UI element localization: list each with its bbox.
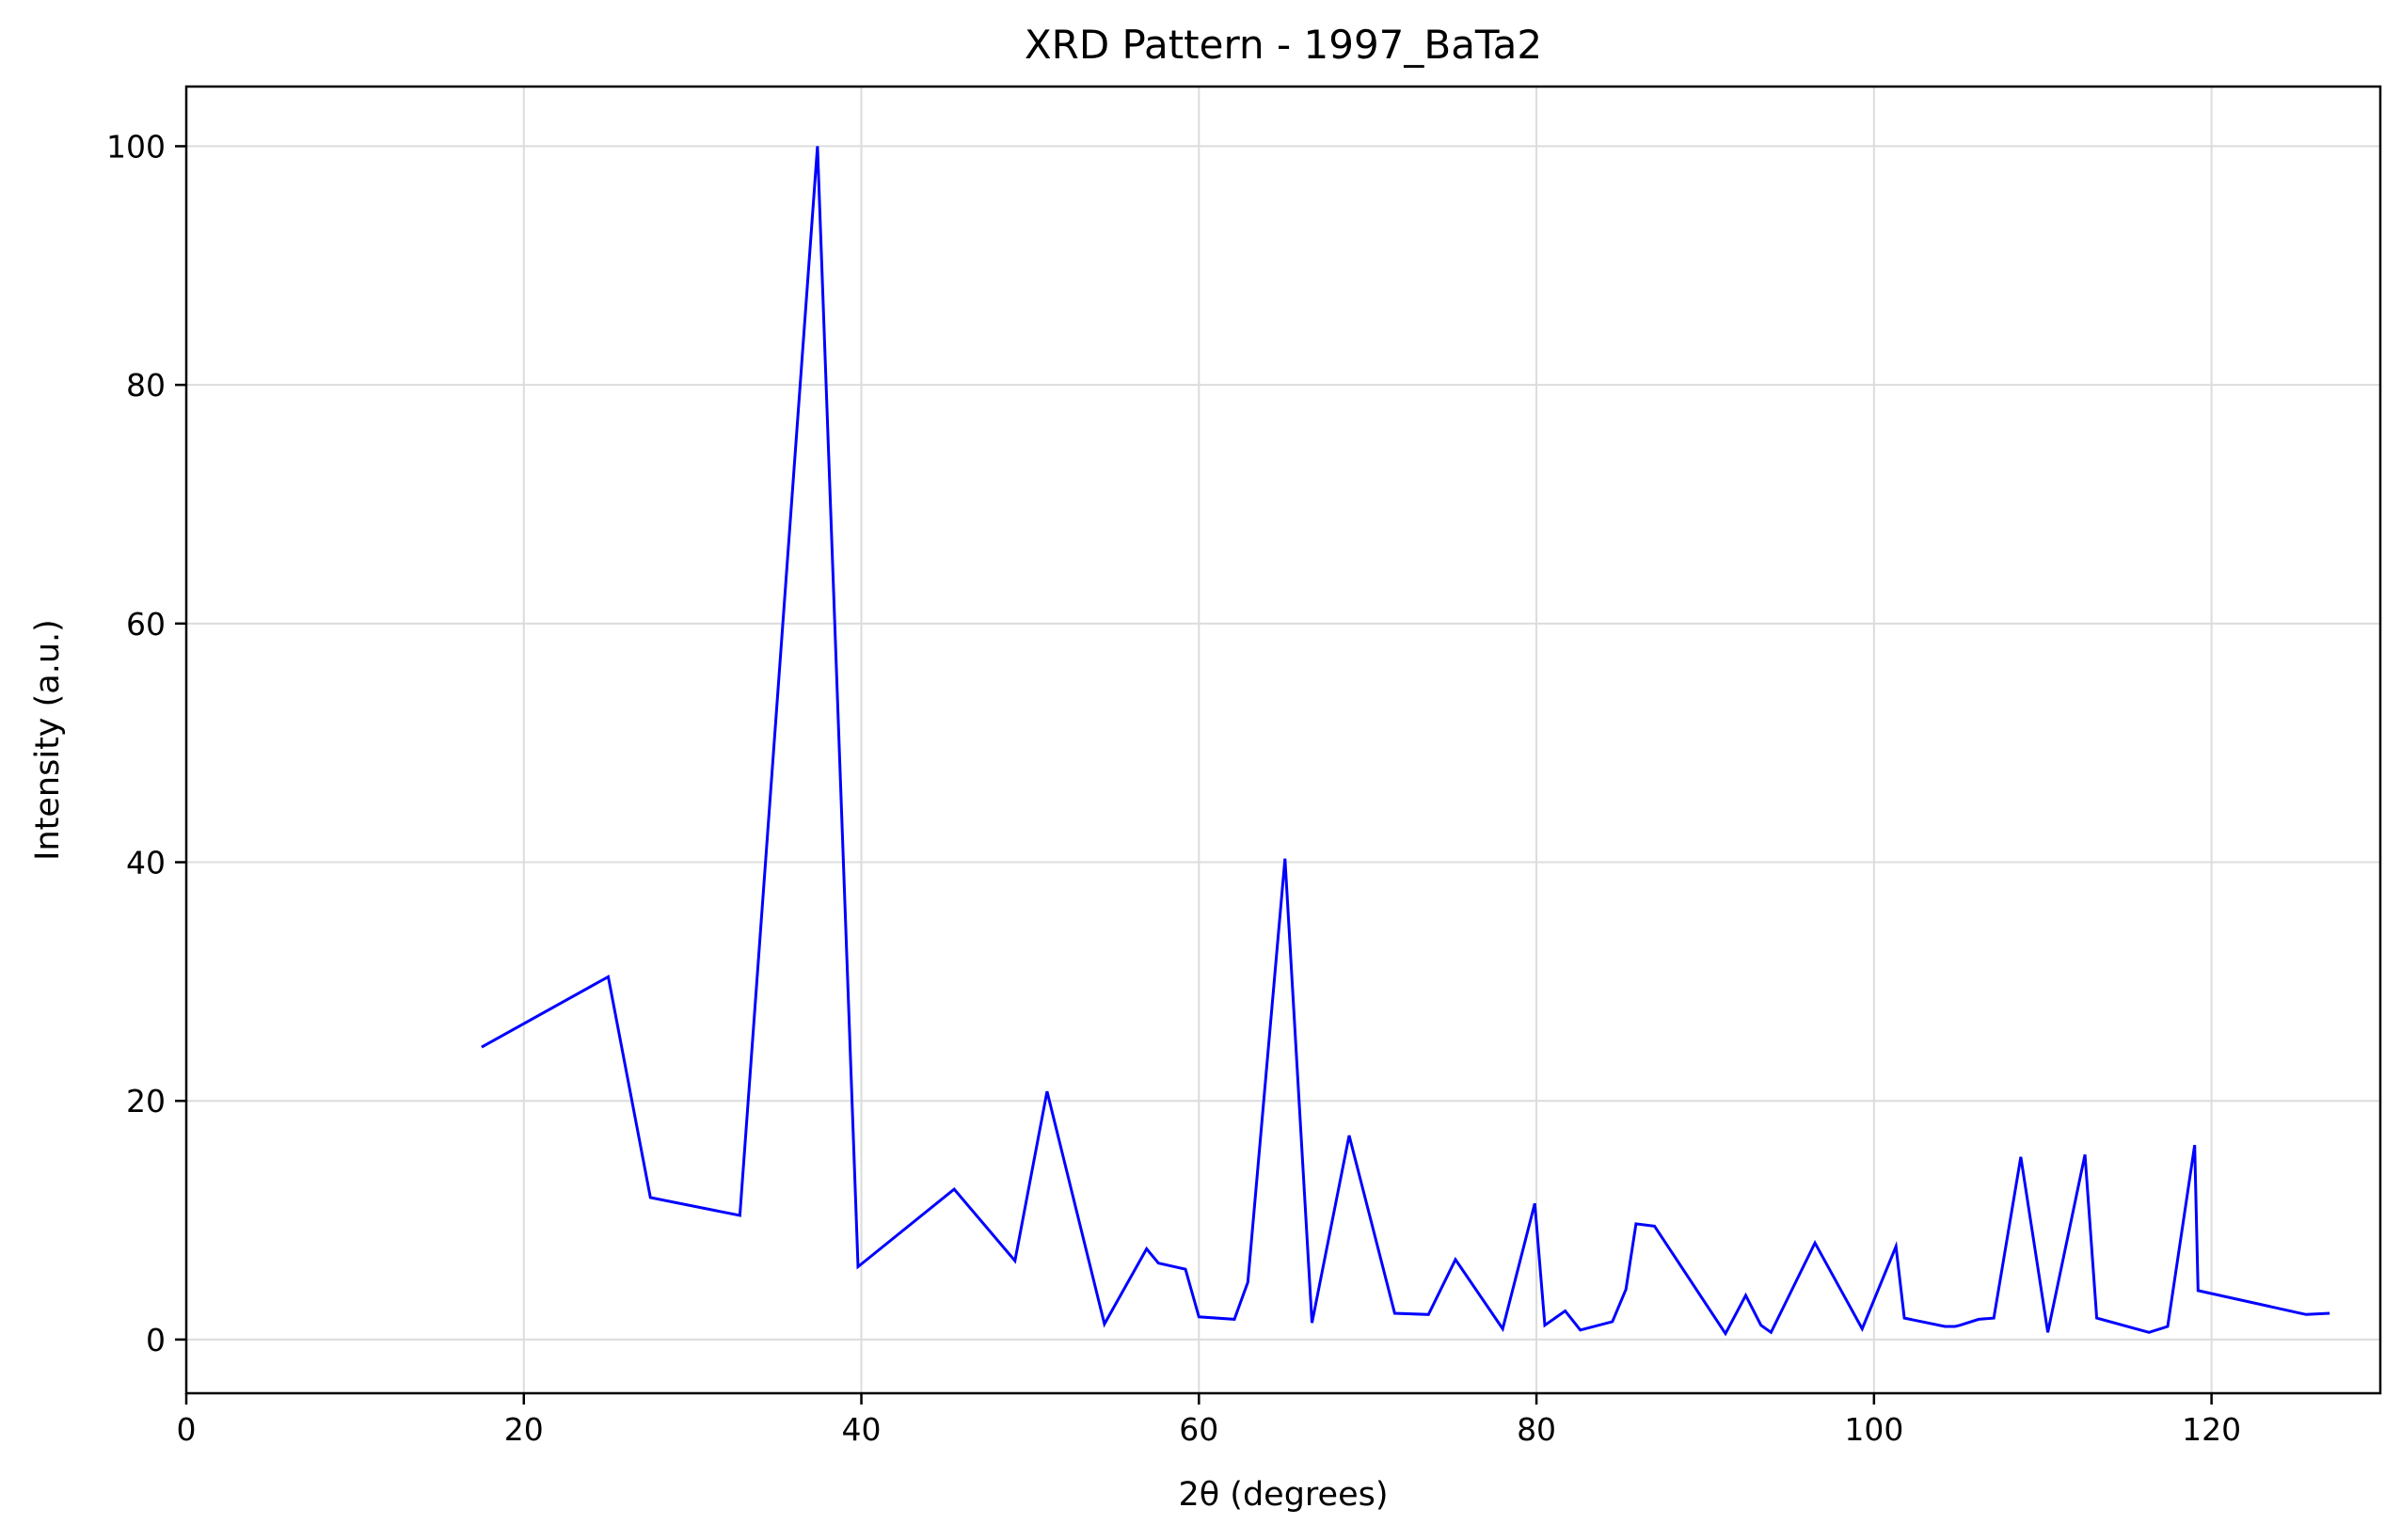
- y-axis-label: Intensity (a.u.): [29, 619, 67, 861]
- x-tick-label: 0: [177, 1411, 197, 1448]
- chart-title: XRD Pattern - 1997_BaTa2: [1025, 22, 1542, 68]
- y-tick-label: 20: [126, 1083, 166, 1119]
- axes-frame: [184, 85, 2382, 1395]
- y-tick-label: 40: [126, 845, 166, 881]
- x-tick-label: 120: [2182, 1411, 2241, 1448]
- grid-lines: [185, 87, 2380, 1393]
- y-tick-label: 60: [126, 606, 166, 643]
- x-tick-label: 100: [1844, 1411, 1903, 1448]
- y-tick-label: 100: [106, 128, 166, 165]
- plot-area: [481, 146, 2330, 1337]
- xrd-intensity-line: [481, 146, 2330, 1337]
- x-tick-label: 20: [504, 1411, 544, 1448]
- x-tick-label: 40: [842, 1411, 882, 1448]
- axis-ticks: 0 20 40 60 80 100 120 0 20 40 60 80 100: [106, 128, 2241, 1448]
- x-tick-label: 80: [1517, 1411, 1556, 1448]
- y-tick-label: 80: [126, 367, 166, 404]
- y-tick-label: 0: [146, 1322, 166, 1358]
- x-axis-label: 2θ (degrees): [1178, 1476, 1388, 1514]
- x-tick-label: 60: [1179, 1411, 1218, 1448]
